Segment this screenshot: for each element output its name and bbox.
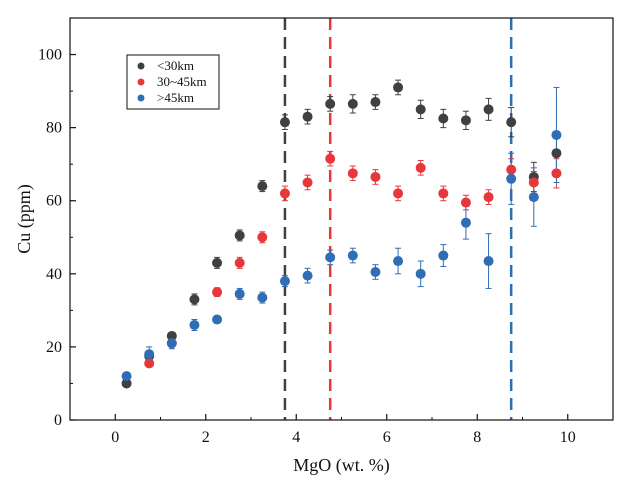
data-point <box>212 314 223 325</box>
legend-marker <box>137 78 145 86</box>
data-point <box>144 358 155 369</box>
data-point <box>551 168 562 179</box>
data-point <box>438 113 449 124</box>
data-point <box>551 148 562 159</box>
x-tick-label: 2 <box>202 429 210 446</box>
data-point <box>483 256 494 267</box>
legend-label: <30km <box>157 58 194 73</box>
data-point <box>212 257 223 268</box>
y-tick-label: 20 <box>46 339 62 356</box>
data-point <box>144 349 155 360</box>
data-point <box>415 104 426 115</box>
data-point <box>438 250 449 261</box>
x-axis-title: MgO (wt. %) <box>293 455 390 476</box>
data-point <box>347 98 358 109</box>
data-point <box>121 371 132 382</box>
legend-label: 30~45km <box>157 74 207 89</box>
data-points <box>121 82 562 389</box>
x-tick-label: 10 <box>560 429 576 446</box>
data-point <box>325 252 336 263</box>
data-point <box>212 287 223 298</box>
data-point <box>506 117 517 128</box>
data-point <box>483 104 494 115</box>
y-tick-label: 100 <box>38 47 62 64</box>
data-point <box>325 153 336 164</box>
data-point <box>415 268 426 279</box>
x-tick-label: 4 <box>292 429 300 446</box>
data-point <box>551 129 562 140</box>
data-point <box>528 177 539 188</box>
error-bars <box>123 79 560 387</box>
data-point <box>189 294 200 305</box>
data-point <box>234 230 245 241</box>
data-point <box>460 115 471 126</box>
data-point <box>166 338 177 349</box>
y-tick-label: 40 <box>46 266 62 283</box>
data-point <box>279 117 290 128</box>
data-point <box>438 188 449 199</box>
data-point <box>189 319 200 330</box>
data-point <box>460 197 471 208</box>
data-point <box>121 378 132 389</box>
data-point <box>302 270 313 281</box>
x-tick-label: 6 <box>383 429 391 446</box>
data-point <box>370 171 381 182</box>
data-point <box>415 162 426 173</box>
data-point <box>347 168 358 179</box>
data-point <box>279 276 290 287</box>
data-point <box>393 256 404 267</box>
legend-marker <box>137 94 145 102</box>
y-tick-label: 80 <box>46 120 62 137</box>
data-point <box>506 164 517 175</box>
data-point <box>302 111 313 122</box>
data-point <box>460 217 471 228</box>
data-point <box>506 173 517 184</box>
data-point <box>325 98 336 109</box>
data-point <box>483 192 494 203</box>
data-point <box>393 188 404 199</box>
x-tick-label: 8 <box>473 429 481 446</box>
data-point <box>528 192 539 203</box>
data-point <box>279 188 290 199</box>
x-tick-label: 0 <box>111 429 119 446</box>
reference-lines <box>283 18 513 420</box>
data-point <box>257 232 268 243</box>
legend-label: >45km <box>157 90 194 105</box>
data-point <box>257 181 268 192</box>
y-axis-title: Cu (ppm) <box>14 184 35 254</box>
y-tick-label: 60 <box>46 193 62 210</box>
data-point <box>234 288 245 299</box>
data-point <box>393 82 404 93</box>
data-point <box>166 330 177 341</box>
data-point <box>257 292 268 303</box>
data-point <box>302 177 313 188</box>
data-point <box>347 250 358 261</box>
y-tick-label: 0 <box>54 412 62 429</box>
data-point <box>370 266 381 277</box>
data-point <box>234 257 245 268</box>
data-point <box>370 97 381 108</box>
legend-marker <box>137 62 145 70</box>
